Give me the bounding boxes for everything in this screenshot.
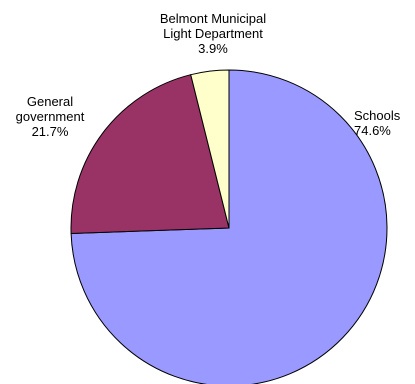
slice-label-general-pct: 21.7% <box>31 124 69 139</box>
slice-label-belmont-pct: 3.9% <box>198 41 228 56</box>
pie-slice-belmont-light <box>190 69 230 229</box>
slice-label-general-line2: government <box>15 109 85 124</box>
pie-slice-general-government <box>70 74 230 234</box>
slice-label-general-government: General government 21.7% <box>0 94 100 139</box>
slice-label-belmont-line1: Belmont Municipal <box>159 11 267 26</box>
slice-label-schools-pct: 74.6% <box>354 123 391 138</box>
slice-label-schools: Schools 74.6% <box>354 108 415 138</box>
slice-label-general-line1: General <box>26 94 74 109</box>
slice-label-belmont: Belmont Municipal Light Department 3.9% <box>113 11 313 56</box>
slice-label-schools-line1: Schools <box>354 108 401 123</box>
slice-label-belmont-line2: Light Department <box>163 26 263 41</box>
